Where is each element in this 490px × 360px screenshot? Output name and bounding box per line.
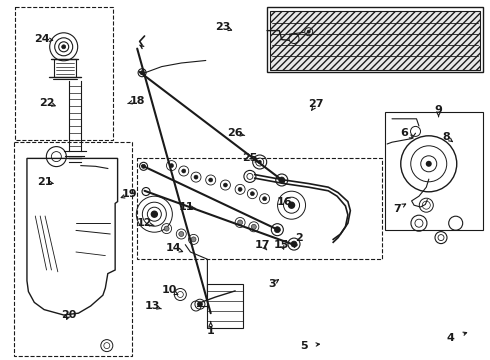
Bar xyxy=(15,7,113,140)
Circle shape xyxy=(223,183,227,187)
Circle shape xyxy=(194,175,198,179)
Circle shape xyxy=(238,220,243,225)
Circle shape xyxy=(307,30,310,33)
Text: 21: 21 xyxy=(37,177,53,187)
Circle shape xyxy=(279,177,285,183)
Circle shape xyxy=(291,241,297,247)
Text: 22: 22 xyxy=(39,98,54,108)
Circle shape xyxy=(197,302,202,307)
Text: 24: 24 xyxy=(34,34,49,44)
Circle shape xyxy=(140,71,144,75)
Text: 19: 19 xyxy=(122,189,138,199)
Text: 3: 3 xyxy=(268,279,276,289)
Text: 1: 1 xyxy=(207,326,215,336)
Circle shape xyxy=(164,226,169,231)
Text: 12: 12 xyxy=(137,218,152,228)
Text: 23: 23 xyxy=(215,22,231,32)
Text: 27: 27 xyxy=(308,99,324,109)
Text: 10: 10 xyxy=(161,285,177,295)
Circle shape xyxy=(251,224,256,229)
Circle shape xyxy=(179,231,184,237)
Circle shape xyxy=(289,202,294,208)
Text: 5: 5 xyxy=(300,341,308,351)
Circle shape xyxy=(274,227,280,233)
Circle shape xyxy=(170,163,173,168)
Text: 9: 9 xyxy=(435,105,442,115)
Text: 2: 2 xyxy=(295,233,303,243)
Circle shape xyxy=(263,197,267,201)
Text: 13: 13 xyxy=(144,301,160,311)
Bar xyxy=(385,112,483,230)
Polygon shape xyxy=(270,11,480,70)
Text: 15: 15 xyxy=(274,240,290,250)
Text: 17: 17 xyxy=(254,240,270,250)
Text: 4: 4 xyxy=(447,333,455,343)
Text: 20: 20 xyxy=(61,310,76,320)
Bar xyxy=(14,142,132,356)
Circle shape xyxy=(142,164,146,168)
Circle shape xyxy=(258,160,262,164)
Circle shape xyxy=(426,161,432,167)
Text: 8: 8 xyxy=(442,132,450,142)
Circle shape xyxy=(209,178,213,182)
Circle shape xyxy=(62,45,66,49)
Circle shape xyxy=(191,237,196,242)
Circle shape xyxy=(238,187,242,192)
Bar xyxy=(267,7,483,72)
Text: 7: 7 xyxy=(393,204,401,214)
Text: 6: 6 xyxy=(400,128,408,138)
Circle shape xyxy=(182,169,186,173)
Text: 18: 18 xyxy=(129,96,145,106)
Text: 26: 26 xyxy=(227,128,243,138)
Text: 11: 11 xyxy=(178,202,194,212)
Bar xyxy=(137,158,382,259)
Text: 16: 16 xyxy=(276,197,292,207)
Bar xyxy=(207,284,244,328)
Text: 14: 14 xyxy=(166,243,182,253)
Circle shape xyxy=(151,211,157,217)
Circle shape xyxy=(250,192,254,196)
Text: 25: 25 xyxy=(242,153,258,163)
